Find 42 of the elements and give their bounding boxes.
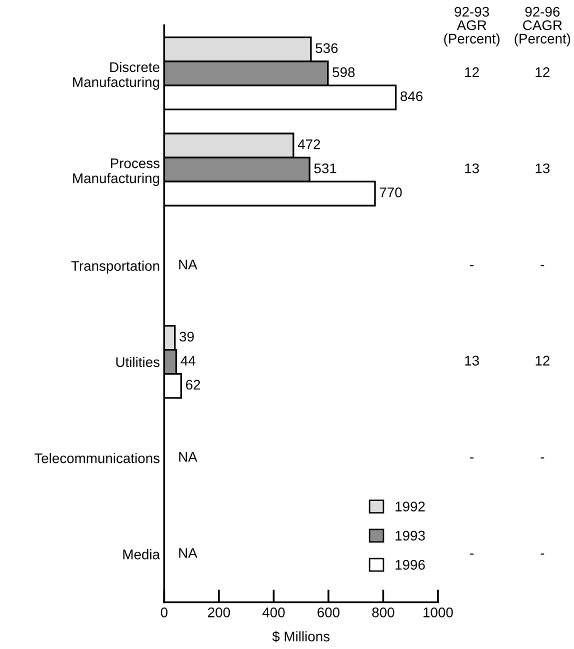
- data-label: 62: [186, 380, 200, 390]
- text: -: [540, 554, 544, 555]
- text: 13: [465, 163, 479, 174]
- y-tick-label: Media: [123, 549, 160, 560]
- y-tick-label: Telecommunications: [34, 453, 160, 464]
- data-label: 531: [314, 163, 336, 174]
- text: NA: [179, 452, 198, 462]
- text: -: [470, 554, 474, 555]
- x-tick-label: 1000: [424, 608, 453, 618]
- text: -: [470, 457, 474, 458]
- y-tick-label: Transportation: [71, 260, 160, 274]
- y-tick-label: Discrete Manufacturing: [73, 62, 160, 90]
- text: 92-93 AGR (Percent): [444, 6, 500, 46]
- text: -: [540, 265, 544, 266]
- x-tick-label: 800: [372, 608, 394, 618]
- x-tick-label: 0: [160, 608, 168, 618]
- y-tick-label: Process Manufacturing: [73, 158, 160, 186]
- legend-label: 1992: [396, 502, 425, 512]
- data-label: 536: [316, 43, 338, 54]
- y-tick-label: Utilities: [116, 356, 160, 368]
- data-label: 472: [298, 139, 320, 150]
- text: -: [470, 265, 474, 266]
- text: -: [540, 457, 544, 458]
- x-tick-label: 600: [318, 608, 340, 618]
- text: 12: [465, 67, 479, 77]
- legend-label: 1993: [396, 530, 425, 541]
- legend-label: 1996: [396, 560, 425, 570]
- text: 92-96 CAGR (Percent): [514, 6, 570, 46]
- text: 13: [465, 356, 479, 366]
- x-axis-title: $ Millions: [272, 630, 330, 642]
- data-label: 598: [332, 67, 355, 78]
- text: NA: [179, 260, 198, 270]
- text: 13: [536, 163, 550, 174]
- data-label: 846: [400, 91, 423, 102]
- data-label: 39: [180, 332, 194, 342]
- text: NA: [179, 548, 198, 558]
- x-tick-label: 200: [208, 608, 230, 618]
- data-label: 44: [180, 356, 196, 366]
- data-label: 770: [380, 187, 402, 198]
- text: 12: [536, 67, 550, 77]
- text: 12: [536, 356, 550, 366]
- x-tick-label: 400: [262, 608, 285, 618]
